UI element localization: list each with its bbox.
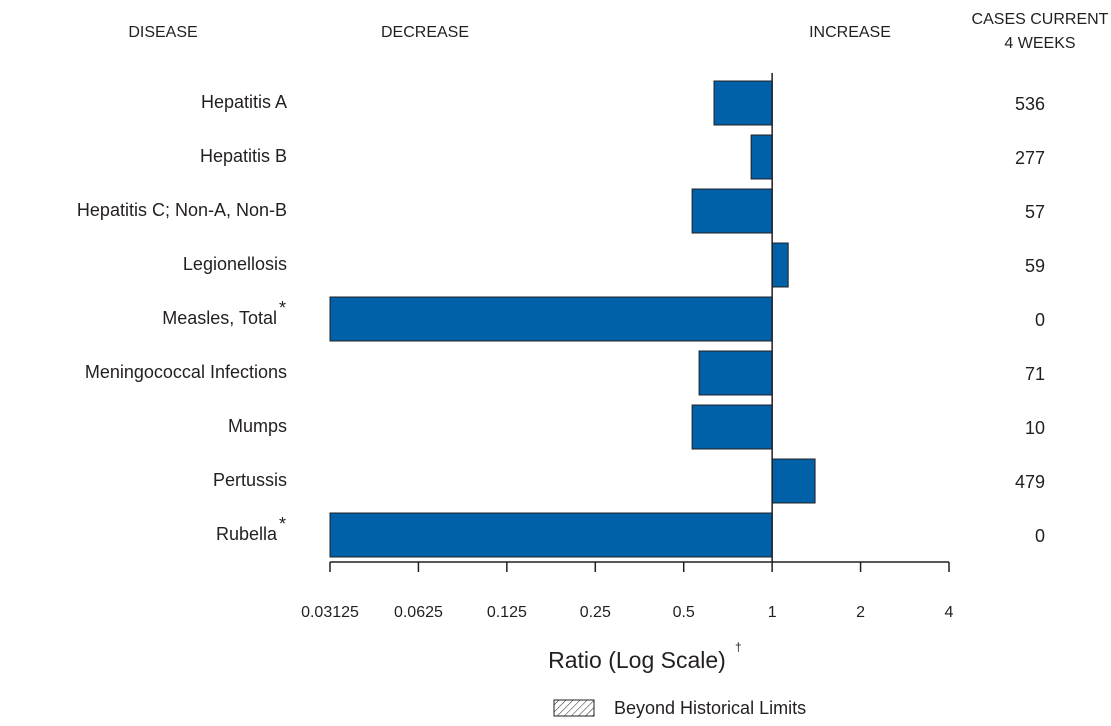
cases-value: 479 xyxy=(1015,472,1045,492)
category-note: * xyxy=(279,514,286,534)
bar xyxy=(329,296,773,342)
header-decrease: DECREASE xyxy=(381,24,469,41)
bar xyxy=(691,188,773,234)
bar xyxy=(750,134,773,180)
cases-value: 536 xyxy=(1015,94,1045,114)
cases-value: 277 xyxy=(1015,148,1045,168)
header-increase: INCREASE xyxy=(809,24,891,41)
category-label: Hepatitis A xyxy=(201,92,287,112)
x-tick-label: 0.25 xyxy=(580,604,611,621)
cases-value: 71 xyxy=(1025,364,1045,384)
cases-value: 0 xyxy=(1035,526,1045,546)
cases-value: 59 xyxy=(1025,256,1045,276)
legend-label: Beyond Historical Limits xyxy=(614,698,806,718)
x-tick-label: 1 xyxy=(768,604,777,621)
header-cases: 4 WEEKS xyxy=(1004,35,1075,52)
header-disease: DISEASE xyxy=(128,24,197,41)
category-label: Pertussis xyxy=(213,470,287,490)
bar xyxy=(329,512,773,558)
cases-value: 10 xyxy=(1025,418,1045,438)
cases-value: 0 xyxy=(1035,310,1045,330)
bar xyxy=(713,80,773,126)
x-tick-label: 0.0625 xyxy=(394,604,443,621)
category-label: Measles, Total xyxy=(162,308,277,328)
header-cases: CASES CURRENT xyxy=(972,11,1109,28)
x-axis-label: Ratio (Log Scale) xyxy=(548,647,726,673)
x-tick-label: 2 xyxy=(856,604,865,621)
category-label: Mumps xyxy=(228,416,287,436)
bar xyxy=(698,350,773,396)
bar xyxy=(771,242,789,288)
x-tick-label: 0.5 xyxy=(673,604,695,621)
category-label: Meningococcal Infections xyxy=(85,362,287,382)
category-note: * xyxy=(279,298,286,318)
x-tick-label: 0.125 xyxy=(487,604,527,621)
category-label: Rubella xyxy=(216,524,278,544)
x-tick-label: 4 xyxy=(945,604,954,621)
category-label: Hepatitis B xyxy=(200,146,287,166)
category-label: Hepatitis C; Non-A, Non-B xyxy=(77,200,287,220)
x-tick-label: 0.03125 xyxy=(301,604,359,621)
bar xyxy=(691,404,773,450)
x-axis-label-note: † xyxy=(735,640,742,654)
bar xyxy=(771,458,816,504)
category-label: Legionellosis xyxy=(183,254,287,274)
cases-value: 57 xyxy=(1025,202,1045,222)
legend-swatch xyxy=(553,699,595,717)
